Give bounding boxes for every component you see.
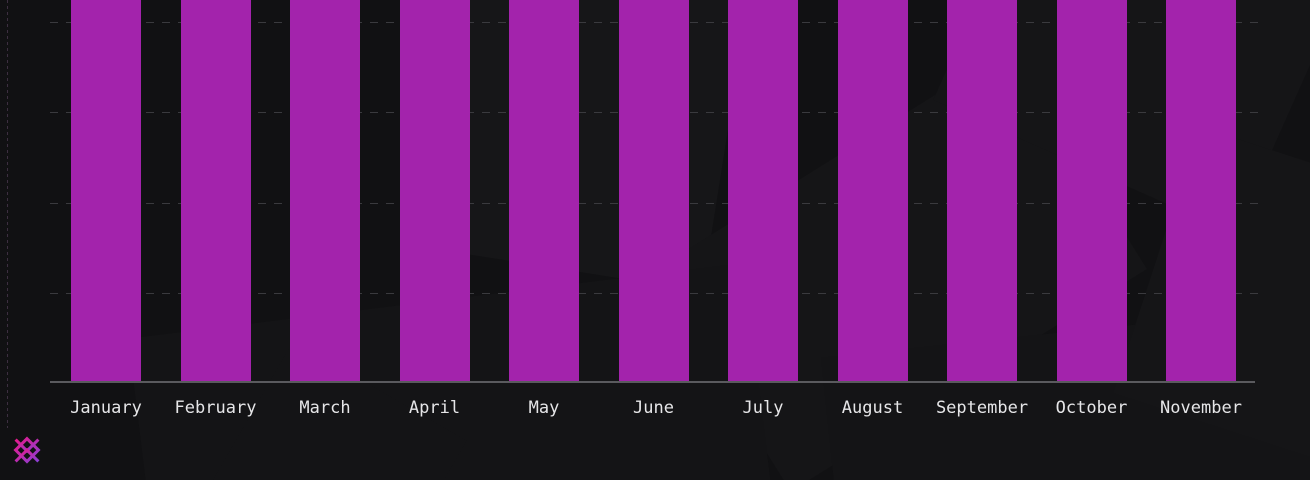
x-axis-line xyxy=(50,381,1255,383)
bar-group[interactable]: $343,038,810 xyxy=(1166,0,1236,381)
category-label: September xyxy=(935,398,1029,418)
bar[interactable] xyxy=(290,0,360,381)
bar-group[interactable]: $152,671,875 xyxy=(180,0,251,381)
bar[interactable] xyxy=(180,0,251,381)
category-label: May xyxy=(528,398,560,418)
bar[interactable] xyxy=(837,0,908,381)
category-axis-labels: January February March April May June July Augu… xyxy=(0,382,1310,427)
bar-group[interactable]: $21,021,800 xyxy=(71,0,141,381)
bar-group[interactable]: $24,581,220 xyxy=(837,0,908,381)
category-label: July xyxy=(742,398,784,418)
category-label: January xyxy=(70,398,142,418)
bar[interactable] xyxy=(509,0,579,381)
bar-group[interactable]: $263,789,868 xyxy=(290,0,360,381)
bar-group[interactable]: $98,610,392 xyxy=(399,0,470,381)
bar[interactable] xyxy=(1056,0,1127,381)
brand-logo-diamond-icon xyxy=(8,432,46,470)
bar-group[interactable]: $320,498,660 xyxy=(728,0,798,381)
category-label: October xyxy=(1055,398,1128,418)
y-axis-dotted-rule xyxy=(7,0,8,428)
bar-group[interactable]: $59,344,389 xyxy=(509,0,579,381)
category-label: March xyxy=(299,398,351,418)
bar-series: $21,021,800 $152,671,875 $263,789,868 $98,6… xyxy=(71,0,1236,381)
category-label: April xyxy=(408,398,461,418)
bar[interactable] xyxy=(71,0,141,381)
bar[interactable] xyxy=(618,0,689,381)
bar[interactable] xyxy=(947,0,1017,381)
bar[interactable] xyxy=(1166,0,1236,381)
bar-group[interactable]: $107,526,738 xyxy=(618,0,689,381)
bar[interactable] xyxy=(728,0,798,381)
category-label: June xyxy=(633,398,674,418)
category-label: August xyxy=(841,398,904,418)
category-label: February xyxy=(174,398,257,418)
bar-group[interactable]: $22,193,496 xyxy=(1056,0,1127,381)
bar[interactable] xyxy=(399,0,470,381)
bar-group[interactable]: $340,430,564 xyxy=(947,0,1017,381)
category-label: November xyxy=(1160,398,1242,418)
